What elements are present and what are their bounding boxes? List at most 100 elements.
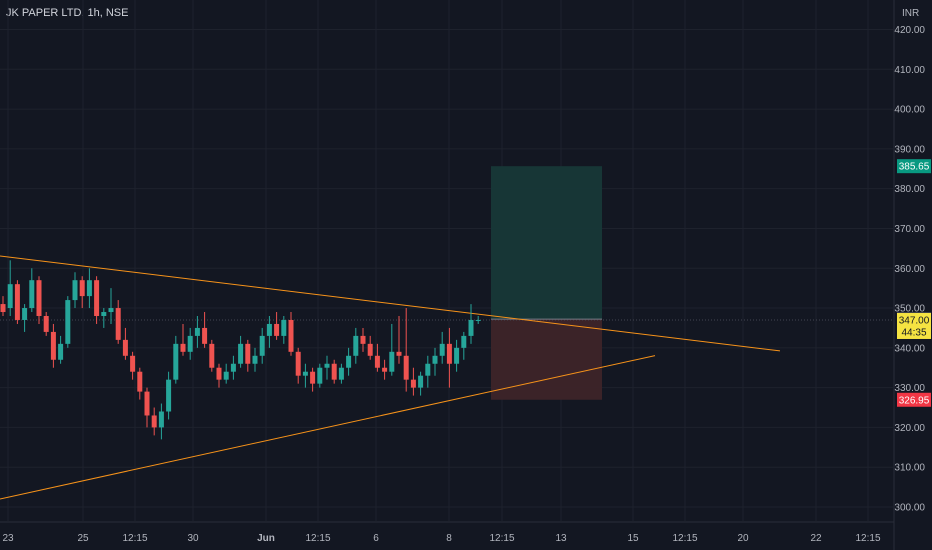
- candle: [108, 288, 114, 324]
- candle: [79, 276, 85, 309]
- candle-body: [158, 411, 164, 428]
- long-position-tool: [0, 166, 894, 400]
- candle-body: [310, 371, 316, 384]
- candle: [468, 304, 474, 344]
- candle: [310, 367, 316, 392]
- candle-body: [454, 347, 460, 364]
- price-tick-label: 330.00: [894, 383, 925, 394]
- candle: [7, 260, 13, 316]
- candle-body: [259, 335, 265, 356]
- time-tick-label: 22: [810, 533, 822, 544]
- price-badge: 326.95: [897, 392, 931, 407]
- candle: [14, 280, 20, 324]
- time-tick-label: 12:15: [122, 533, 147, 544]
- candle: [209, 339, 215, 372]
- candle: [382, 359, 388, 380]
- candle: [22, 304, 28, 332]
- price-badge-text: 347.00: [899, 315, 930, 326]
- candle-body: [374, 355, 380, 368]
- candle-body: [58, 343, 64, 360]
- price-tick-label: 410.00: [894, 65, 925, 76]
- candle-body: [0, 304, 6, 313]
- candle-body: [180, 343, 186, 352]
- candle-body: [230, 363, 236, 372]
- time-tick-label: 25: [77, 533, 89, 544]
- candle: [454, 339, 460, 372]
- candle-body: [461, 335, 467, 348]
- candle: [36, 276, 42, 324]
- price-tick-label: 320.00: [894, 423, 925, 434]
- price-tick-label: 360.00: [894, 264, 925, 275]
- candle-body: [166, 379, 172, 412]
- price-tick-label: 390.00: [894, 144, 925, 155]
- candle: [396, 316, 402, 364]
- candle-body: [360, 335, 366, 344]
- candle: [324, 355, 330, 380]
- candle: [115, 300, 121, 344]
- candle-body: [101, 312, 107, 316]
- candle-body: [475, 319, 481, 321]
- candle: [281, 316, 287, 344]
- candle: [158, 403, 164, 440]
- candle: [425, 355, 431, 388]
- candle-body: [144, 391, 150, 416]
- candle: [346, 347, 352, 376]
- candle: [130, 351, 136, 380]
- candle: [187, 327, 193, 360]
- candle-body: [281, 319, 287, 336]
- candle-body: [274, 323, 280, 336]
- price-badge: 385.65: [897, 159, 931, 174]
- candle-body: [7, 284, 13, 309]
- candle: [274, 312, 280, 340]
- price-badge-bg: [897, 392, 931, 407]
- trendline-upper: [0, 255, 781, 352]
- candle: [410, 367, 416, 396]
- candle-body: [130, 355, 136, 372]
- candle: [331, 359, 337, 384]
- candle: [389, 323, 395, 376]
- price-tick-label: 310.00: [894, 463, 925, 474]
- candle-body: [245, 343, 251, 364]
- candle-body: [216, 367, 222, 380]
- price-tick-label: 420.00: [894, 25, 925, 36]
- candle-body: [36, 280, 42, 316]
- candle: [223, 363, 229, 384]
- candle: [432, 347, 438, 376]
- candle-body: [151, 415, 157, 428]
- countdown-text: 44:35: [901, 327, 926, 338]
- price-badge-bg: [897, 312, 931, 339]
- candle-body: [446, 343, 452, 364]
- candle-body: [432, 355, 438, 364]
- candle-body: [22, 308, 28, 320]
- candle-body: [439, 343, 445, 356]
- price-axis-bg: [894, 0, 932, 550]
- candle-body: [238, 343, 244, 364]
- price-tick-label: 350.00: [894, 304, 925, 315]
- candle-body: [288, 319, 294, 352]
- candle: [216, 363, 222, 388]
- candle: [461, 331, 467, 360]
- candle-body: [223, 371, 229, 380]
- price-tick-label: 370.00: [894, 224, 925, 235]
- time-tick-label: 12:15: [489, 533, 514, 544]
- price-tick-label: 340.00: [894, 343, 925, 354]
- candle-body: [65, 300, 71, 344]
- candle-body: [324, 363, 330, 368]
- candle-body: [346, 355, 352, 368]
- candle-body: [94, 280, 100, 316]
- candle-body: [72, 280, 78, 301]
- time-tick-label: 30: [187, 533, 199, 544]
- price-badge-text: 326.95: [899, 395, 930, 406]
- candle-body: [137, 371, 143, 392]
- target-zone: [491, 166, 602, 320]
- candle-body: [29, 280, 35, 309]
- candle: [360, 327, 366, 352]
- candle: [94, 276, 100, 324]
- candle: [367, 335, 373, 360]
- candle: [230, 355, 236, 380]
- candle-body: [115, 308, 121, 340]
- candle: [151, 407, 157, 436]
- candle-body: [173, 343, 179, 380]
- candle-body: [108, 308, 114, 313]
